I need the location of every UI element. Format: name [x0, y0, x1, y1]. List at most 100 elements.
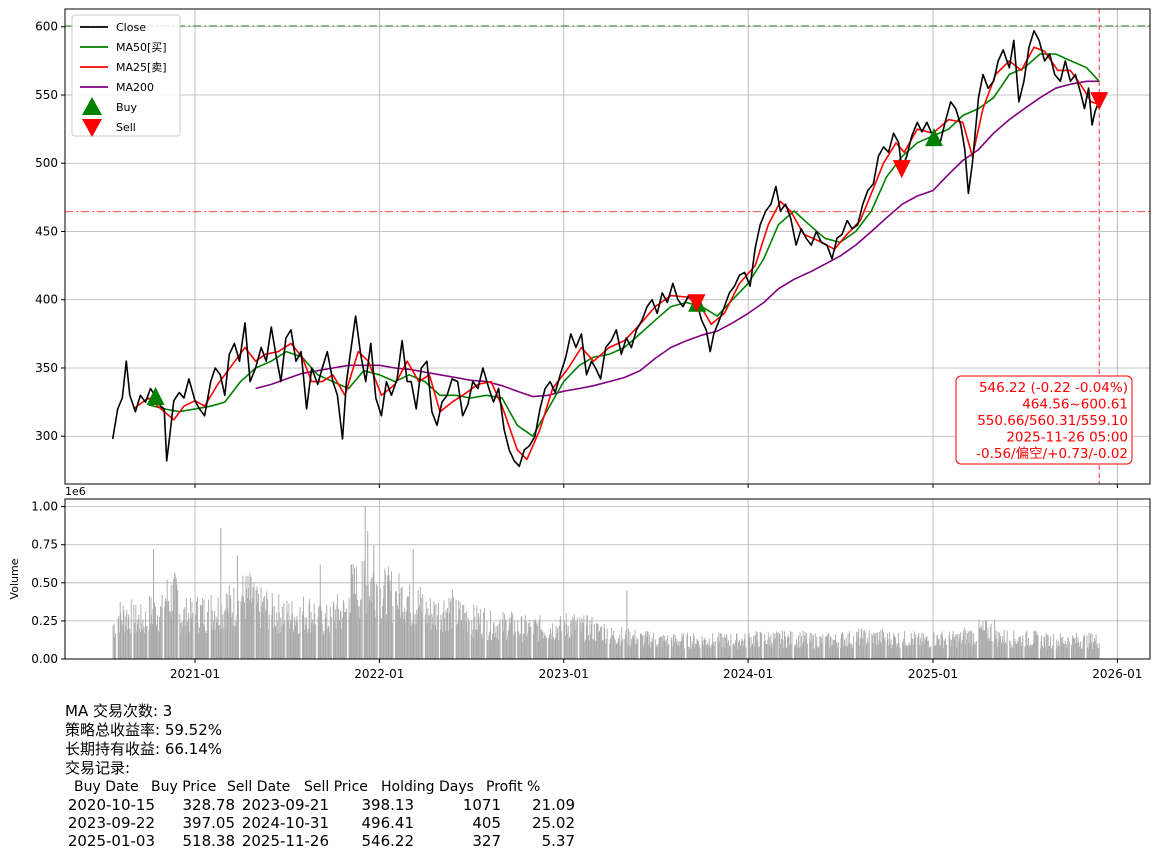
- volume-bar: [487, 640, 489, 659]
- volume-bar: [657, 646, 659, 659]
- volume-bar: [1022, 635, 1024, 659]
- volume-bar: [133, 604, 135, 659]
- volume-bar: [311, 622, 313, 659]
- volume-bar: [686, 635, 688, 659]
- volume-bar: [904, 630, 906, 659]
- volume-bar: [835, 641, 837, 659]
- volume-bar: [494, 636, 495, 659]
- volume-bar: [291, 601, 293, 659]
- volume-bar: [304, 629, 306, 659]
- volume-bar: [744, 633, 746, 659]
- volume-bar: [586, 615, 588, 659]
- volume-peak-bar: [994, 619, 996, 659]
- volume-bar: [598, 632, 600, 659]
- legend-label: MA200: [116, 81, 154, 94]
- volume-bar: [818, 646, 820, 659]
- volume-bar: [434, 625, 436, 659]
- volume-bar: [298, 634, 299, 659]
- volume-bar: [883, 639, 885, 659]
- volume-bar: [641, 633, 642, 659]
- volume-bar: [288, 603, 290, 659]
- volume-bar: [701, 636, 703, 659]
- volume-bar: [520, 616, 522, 659]
- volume-bar: [722, 637, 724, 659]
- volume-bar: [213, 619, 215, 659]
- volume-bar: [135, 605, 137, 659]
- volume-bar: [954, 639, 956, 659]
- volume-bar: [461, 620, 463, 659]
- volume-bar: [360, 599, 362, 659]
- volume-bar: [277, 632, 279, 659]
- volume-bar: [890, 643, 891, 659]
- volume-bar: [251, 602, 252, 659]
- volume-bar: [389, 580, 391, 659]
- volume-bar: [286, 600, 288, 659]
- volume-bar: [324, 633, 326, 659]
- volume-bar: [940, 644, 941, 659]
- volume-bar: [552, 623, 554, 659]
- volume-bar: [631, 636, 633, 659]
- volume-bar: [750, 647, 752, 659]
- volume-bar: [1044, 638, 1046, 659]
- volume-bar: [340, 610, 342, 659]
- volume-bar: [1065, 644, 1067, 659]
- volume-bar: [231, 612, 233, 659]
- volume-bar: [356, 566, 358, 659]
- volume-bar: [227, 594, 229, 659]
- volume-bar: [481, 633, 483, 659]
- volume-bar: [879, 642, 881, 659]
- volume-bar: [711, 644, 713, 659]
- volume-bar: [389, 590, 391, 659]
- volume-bar: [150, 597, 152, 659]
- volume-bar: [142, 619, 144, 659]
- volume-bar: [528, 626, 530, 659]
- volume-bar: [257, 602, 259, 659]
- volume-bar: [271, 593, 273, 659]
- volume-bar: [306, 617, 308, 659]
- volume-bar: [304, 617, 306, 659]
- volume-bar: [369, 600, 371, 659]
- volume-bar: [492, 633, 493, 659]
- volume-bar: [512, 613, 514, 659]
- volume-bar: [965, 629, 967, 659]
- volume-bar: [613, 630, 615, 659]
- volume-bar: [751, 645, 753, 659]
- volume-bar: [615, 643, 617, 659]
- volume-bar: [504, 620, 506, 659]
- volume-bar: [1088, 632, 1090, 659]
- volume-bar: [991, 641, 993, 659]
- volume-bar: [555, 626, 557, 659]
- volume-bar: [140, 604, 142, 659]
- volume-bar: [372, 576, 374, 659]
- volume-bar: [140, 622, 142, 659]
- trade-table-header: Buy Price: [151, 779, 217, 795]
- volume-bar: [1027, 637, 1029, 659]
- volume-bar: [1059, 645, 1061, 659]
- volume-bar: [825, 644, 827, 659]
- volume-bar: [744, 638, 745, 659]
- volume-bar: [1089, 643, 1090, 659]
- volume-bar: [260, 587, 262, 659]
- volume-bar: [781, 630, 783, 659]
- volume-bar: [190, 618, 192, 659]
- volume-bar: [442, 632, 443, 659]
- volume-bar: [321, 610, 323, 659]
- volume-bar: [732, 643, 734, 659]
- volume-bar: [933, 647, 934, 659]
- volume-bar: [426, 623, 428, 659]
- volume-bar: [1019, 636, 1021, 659]
- volume-bar: [336, 604, 338, 659]
- volume-bar: [366, 585, 368, 659]
- volume-bar: [882, 632, 884, 659]
- volume-bar: [621, 626, 623, 659]
- volume-bar: [809, 632, 811, 659]
- volume-bar: [690, 648, 692, 659]
- volume-bar: [550, 628, 552, 659]
- volume-bar: [1071, 635, 1073, 659]
- volume-bar: [1020, 646, 1022, 659]
- volume-bar: [232, 625, 234, 659]
- volume-bar: [871, 635, 873, 659]
- volume-bar: [1095, 640, 1097, 659]
- volume-bar: [851, 644, 853, 659]
- volume-bar: [740, 646, 741, 659]
